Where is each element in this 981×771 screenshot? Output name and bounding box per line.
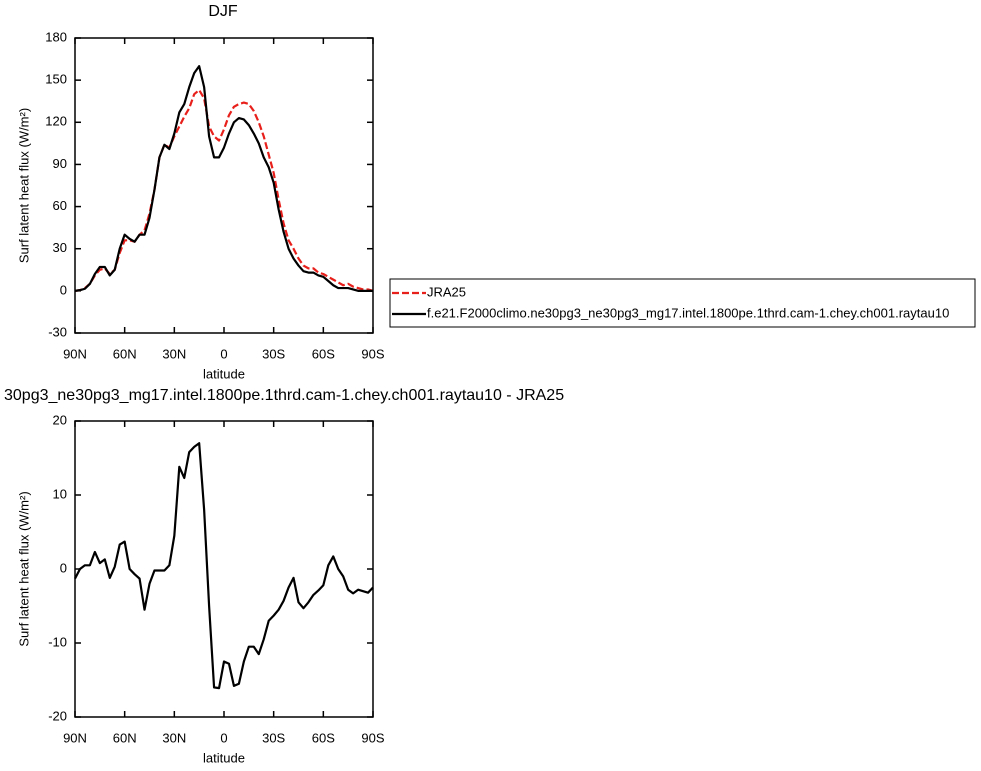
legend-label: f.e21.F2000climo.ne30pg3_ne30pg3_mg17.in… [427, 305, 949, 320]
y-tick-label: 20 [53, 412, 67, 427]
x-tick-label: 90S [361, 730, 384, 745]
y-tick-label: 60 [53, 198, 67, 213]
legend-box [389, 278, 976, 328]
x-tick-label: 60S [312, 346, 335, 361]
y-tick-label: 90 [53, 156, 67, 171]
chart-title: 30pg3_ne30pg3_mg17.intel.1800pe.1thrd.ca… [4, 387, 564, 404]
y-tick-label: 0 [60, 560, 67, 575]
x-tick-label: 30S [262, 346, 285, 361]
y-tick-label: 150 [45, 72, 67, 87]
y-tick-label: 0 [60, 282, 67, 297]
y-tick-label: 30 [53, 240, 67, 255]
x-tick-label: 30N [162, 346, 186, 361]
data-line [74, 442, 374, 690]
x-axis-label: latitude [203, 366, 245, 381]
y-axis-label: Surf latent heat flux (W/m²) [16, 491, 31, 646]
plot-frame [74, 420, 374, 718]
plot-frame [74, 37, 374, 334]
x-tick-label: 60N [113, 730, 137, 745]
y-tick-label: -10 [48, 634, 67, 649]
data-line [74, 65, 373, 292]
y-tick-label: 10 [53, 486, 67, 501]
x-tick-label: 90N [63, 346, 87, 361]
y-tick-label: -30 [48, 324, 67, 339]
x-tick-label: 60N [113, 346, 137, 361]
x-tick-label: 0 [220, 346, 227, 361]
x-tick-label: 90S [361, 346, 384, 361]
x-tick-label: 30S [262, 730, 285, 745]
x-tick-label: 0 [220, 730, 227, 745]
legend-label: JRA25 [427, 284, 466, 299]
y-tick-label: 180 [45, 29, 67, 44]
y-tick-label: -20 [48, 708, 67, 723]
x-tick-label: 30N [162, 730, 186, 745]
x-axis-label: latitude [203, 750, 245, 765]
data-line [74, 88, 374, 292]
x-tick-label: 90N [63, 730, 87, 745]
y-axis-label: Surf latent heat flux (W/m²) [16, 108, 31, 263]
chart-title: DJF [208, 3, 238, 20]
x-tick-label: 60S [312, 730, 335, 745]
y-tick-label: 120 [45, 114, 67, 129]
